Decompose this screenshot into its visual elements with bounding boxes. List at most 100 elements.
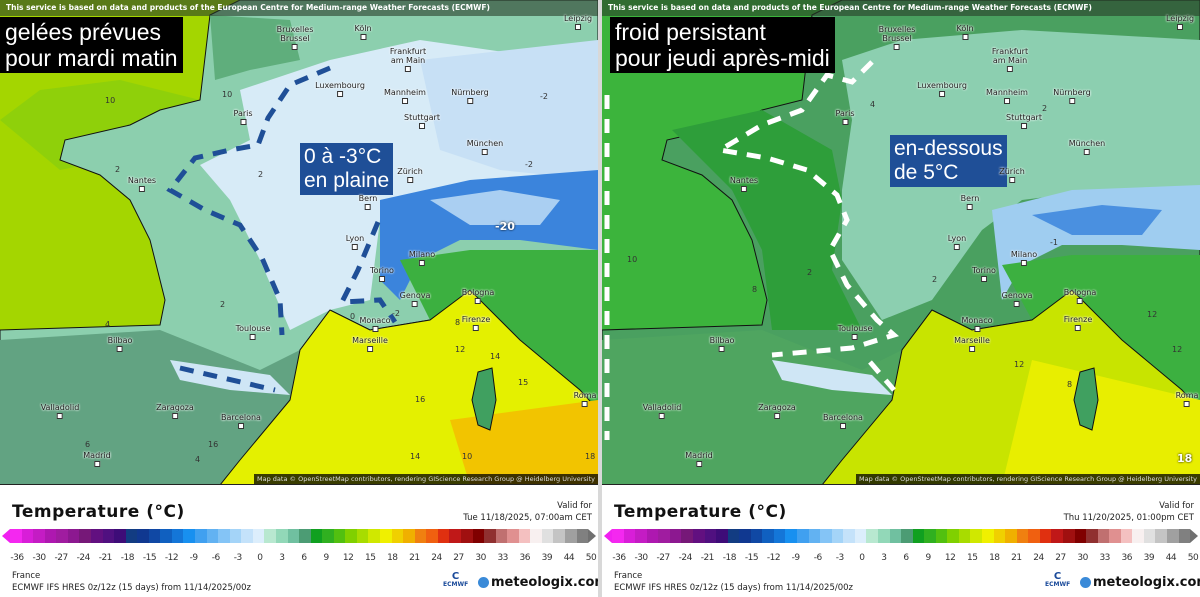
city-label[interactable]: Nürnberg xyxy=(451,88,489,104)
city-label[interactable]: Milano xyxy=(1011,250,1037,266)
city-label[interactable]: Bilbao xyxy=(108,336,133,352)
city-label[interactable]: Marseille xyxy=(954,336,990,352)
city-label[interactable]: München xyxy=(467,139,504,155)
city-label[interactable]: Bern xyxy=(359,194,378,210)
city-label[interactable]: Zaragoza xyxy=(156,403,194,419)
warm-sea-area xyxy=(1002,360,1200,484)
colorbar-swatch xyxy=(391,529,404,543)
colorbar-swatch xyxy=(449,529,461,543)
city-label[interactable]: Nantes xyxy=(128,176,156,192)
colorbar-tick-label: -27 xyxy=(656,553,671,563)
city-label[interactable]: Roma xyxy=(574,391,597,407)
isotherm-label: 14 xyxy=(490,352,501,361)
city-label[interactable]: Milano xyxy=(409,250,435,266)
city-label[interactable]: Nürnberg xyxy=(1053,88,1091,104)
callout-line-2: de 5°C xyxy=(894,161,959,184)
city-label[interactable]: Torino xyxy=(370,266,394,282)
colorbar-tick-label: -24 xyxy=(678,553,693,563)
city-label[interactable]: München xyxy=(1069,139,1106,155)
colorbar-tick-label: 36 xyxy=(519,553,531,563)
colorbar-swatch xyxy=(901,529,913,543)
colorbar-swatch xyxy=(1167,529,1179,543)
city-label[interactable]: Lyon xyxy=(948,234,966,250)
city-label[interactable]: Zürich xyxy=(397,167,423,183)
temperature-map[interactable]: This service is based on data and produc… xyxy=(0,0,598,485)
isotherm-label: -2 xyxy=(525,160,533,169)
city-label[interactable]: Madrid xyxy=(83,451,110,467)
map-attribution[interactable]: Map data © OpenStreetMap contributors, r… xyxy=(254,474,598,484)
colorbar-swatch xyxy=(287,529,300,543)
city-label[interactable]: Firenze xyxy=(462,315,490,331)
colorbar-swatch xyxy=(646,529,659,543)
city-label[interactable]: Luxembourg xyxy=(315,81,365,97)
callout-line-1: 0 à -3°C xyxy=(304,145,382,168)
headline-line-2: pour mardi matin xyxy=(5,45,178,71)
meteologix-logo[interactable]: meteologix.com xyxy=(1080,575,1200,590)
isotherm-label: -2 xyxy=(540,92,548,101)
colorbar-swatch xyxy=(1051,529,1063,543)
city-label[interactable]: Bruxelles Brussel xyxy=(277,25,314,50)
city-name-line-2: Brussel xyxy=(882,34,912,43)
colorbar-swatch xyxy=(1005,529,1017,543)
city-label[interactable]: Luxembourg xyxy=(917,81,967,97)
colorbar-tick-label: -18 xyxy=(120,553,135,563)
city-label[interactable]: Monaco xyxy=(359,316,390,332)
city-label[interactable]: Stuttgart xyxy=(404,113,440,129)
colorbar-swatch xyxy=(669,529,682,543)
city-label[interactable]: Leipzig xyxy=(564,14,592,30)
city-label[interactable]: Zürich xyxy=(999,167,1025,183)
city-label[interactable]: Marseille xyxy=(352,336,388,352)
city-label[interactable]: Köln xyxy=(956,24,973,40)
city-label[interactable]: Leipzig xyxy=(1166,14,1194,30)
city-label[interactable]: Mannheim xyxy=(384,88,426,104)
city-label[interactable]: Stuttgart xyxy=(1006,113,1042,129)
city-label[interactable]: Madrid xyxy=(685,451,712,467)
isotherm-label: 4 xyxy=(195,455,201,464)
city-label[interactable]: Bologna xyxy=(1064,288,1097,304)
colorbar-swatch xyxy=(762,529,774,543)
city-label[interactable]: Paris xyxy=(835,109,854,125)
meteologix-logo[interactable]: meteologix.com xyxy=(478,575,598,590)
map-attribution[interactable]: Map data © OpenStreetMap contributors, r… xyxy=(856,474,1200,484)
colorbar-tick-label: -12 xyxy=(164,553,179,563)
city-label[interactable]: Nantes xyxy=(730,176,758,192)
city-label[interactable]: Torino xyxy=(972,266,996,282)
city-label[interactable]: Barcelona xyxy=(221,413,261,429)
city-label[interactable]: Frankfurt am Main xyxy=(390,47,426,72)
isotherm-label: 8 xyxy=(455,318,461,327)
city-label[interactable]: Firenze xyxy=(1064,315,1092,331)
city-label[interactable]: Bilbao xyxy=(710,336,735,352)
colorbar-swatch xyxy=(576,529,589,543)
city-label[interactable]: Zaragoza xyxy=(758,403,796,419)
city-label[interactable]: Valladolid xyxy=(643,403,682,419)
colorbar-swatch xyxy=(10,529,22,543)
isotherm-label: 18 xyxy=(585,452,596,461)
city-label[interactable]: Genova xyxy=(1002,291,1033,307)
city-label[interactable]: Valladolid xyxy=(41,403,80,419)
colorbar-swatch xyxy=(993,529,1006,543)
isotherm-label: 18 xyxy=(1177,452,1193,465)
city-label[interactable]: Bologna xyxy=(462,288,495,304)
temperature-map[interactable]: This service is based on data and produc… xyxy=(602,0,1200,485)
city-label[interactable]: Mannheim xyxy=(986,88,1028,104)
city-label[interactable]: Köln xyxy=(354,24,371,40)
city-label[interactable]: Roma xyxy=(1176,391,1199,407)
region-label: France xyxy=(614,571,643,581)
city-label[interactable]: Frankfurt am Main xyxy=(992,47,1028,72)
city-label[interactable]: Paris xyxy=(233,109,252,125)
city-label[interactable]: Monaco xyxy=(961,316,992,332)
isotherm-label: 16 xyxy=(208,440,219,449)
city-label[interactable]: Toulouse xyxy=(838,324,873,340)
map-shading xyxy=(602,0,1200,484)
city-label[interactable]: Genova xyxy=(400,291,431,307)
city-label[interactable]: Bern xyxy=(961,194,980,210)
city-name-line-2: Brussel xyxy=(280,34,310,43)
city-label[interactable]: Bruxelles Brussel xyxy=(879,25,916,50)
city-label[interactable]: Toulouse xyxy=(236,324,271,340)
colorbar-swatch xyxy=(171,529,184,543)
region-label: France xyxy=(12,571,41,581)
colorbar-swatch xyxy=(472,529,485,543)
city-label[interactable]: Lyon xyxy=(346,234,364,250)
city-label[interactable]: Barcelona xyxy=(823,413,863,429)
map-shading xyxy=(0,0,598,484)
